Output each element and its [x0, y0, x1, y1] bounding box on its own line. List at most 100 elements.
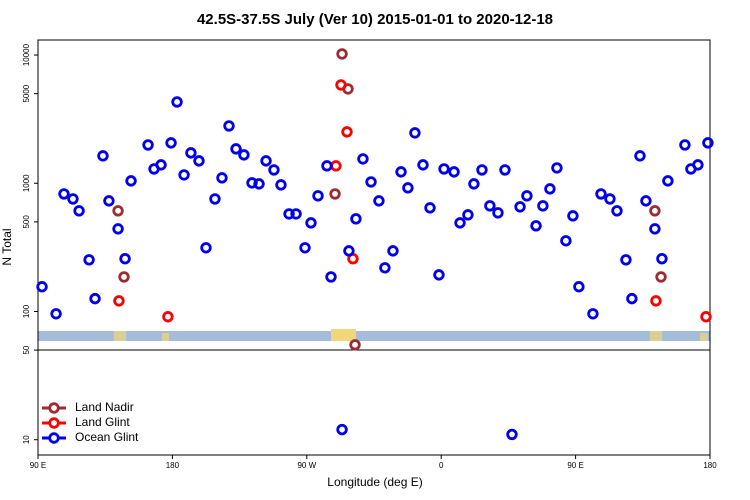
point — [112, 223, 124, 235]
point — [409, 127, 421, 139]
point — [343, 245, 355, 257]
y-tick-label: 10 — [22, 435, 31, 444]
x-tick-label: 180 — [166, 461, 180, 470]
point — [341, 126, 353, 138]
x-tick-label: 0 — [439, 461, 444, 470]
point — [200, 242, 212, 254]
point — [692, 159, 704, 171]
legend-label: Land Glint — [75, 415, 130, 429]
point — [567, 210, 579, 222]
point — [521, 190, 533, 202]
point — [424, 202, 436, 214]
point — [283, 208, 295, 220]
point — [118, 271, 130, 283]
point — [83, 254, 95, 266]
point — [611, 205, 623, 217]
point — [350, 213, 362, 225]
point — [514, 201, 526, 213]
legend-label: Land Nadir — [75, 400, 134, 414]
point — [655, 271, 667, 283]
point — [165, 137, 177, 149]
point — [125, 175, 137, 187]
point — [119, 253, 131, 265]
point — [560, 235, 572, 247]
point — [112, 205, 124, 217]
point — [499, 164, 511, 176]
point — [305, 217, 317, 229]
point — [640, 195, 652, 207]
point — [162, 311, 174, 323]
point — [649, 205, 661, 217]
point — [448, 166, 460, 178]
point — [260, 155, 272, 167]
point — [349, 339, 361, 351]
point — [365, 176, 377, 188]
point — [238, 149, 250, 161]
x-tick-label: 180 — [703, 461, 717, 470]
point — [626, 292, 638, 305]
point — [171, 96, 183, 108]
y-tick-label: 50 — [22, 345, 31, 354]
point — [634, 150, 646, 162]
chart-title: 42.5S-37.5S July (Ver 10) 2015-01-01 to … — [197, 11, 553, 28]
point — [587, 308, 599, 320]
point — [36, 281, 48, 293]
point — [433, 269, 445, 281]
y-tick-label: 5000 — [22, 84, 31, 102]
legend-label: Ocean Glint — [75, 430, 139, 444]
point — [230, 143, 242, 155]
x-axis-label: Longitude (deg E) — [327, 475, 422, 489]
point — [209, 193, 221, 205]
point — [178, 169, 190, 181]
point — [649, 223, 661, 235]
point — [379, 262, 391, 274]
point — [395, 166, 407, 178]
point — [702, 137, 714, 149]
point — [492, 207, 504, 219]
point — [506, 428, 518, 441]
point — [650, 295, 662, 307]
point — [329, 188, 341, 200]
point — [290, 208, 302, 220]
point — [113, 295, 125, 307]
legend-marker — [48, 417, 60, 429]
point — [620, 254, 632, 266]
x-tick-label: 90 W — [297, 461, 316, 470]
y-tick-label: 100 — [22, 304, 31, 318]
x-tick-label: 90 E — [30, 461, 46, 470]
point — [268, 164, 280, 176]
point — [216, 172, 228, 184]
point — [253, 178, 265, 190]
point — [103, 195, 115, 207]
point — [325, 271, 337, 283]
point — [573, 281, 585, 293]
surface-band — [38, 329, 710, 341]
y-tick-label: 500 — [22, 215, 31, 229]
point — [223, 120, 235, 132]
point — [468, 178, 480, 190]
point — [275, 179, 287, 191]
point — [336, 48, 348, 60]
point — [544, 183, 556, 195]
point — [484, 200, 496, 212]
legend-marker — [48, 402, 60, 414]
point — [58, 188, 70, 200]
point — [335, 79, 347, 91]
point — [89, 292, 101, 305]
y-tick-label: 10000 — [22, 43, 31, 66]
point — [604, 193, 616, 205]
point — [299, 242, 311, 254]
plot-frame — [37, 39, 711, 456]
point — [551, 162, 563, 174]
point — [97, 150, 109, 162]
point — [476, 164, 488, 176]
point — [402, 182, 414, 194]
point — [387, 245, 399, 257]
point — [454, 217, 466, 229]
point — [312, 190, 324, 202]
point — [438, 163, 450, 175]
point — [336, 423, 348, 436]
point — [679, 139, 691, 151]
point — [67, 193, 79, 205]
y-tick-label: 1000 — [22, 174, 31, 192]
